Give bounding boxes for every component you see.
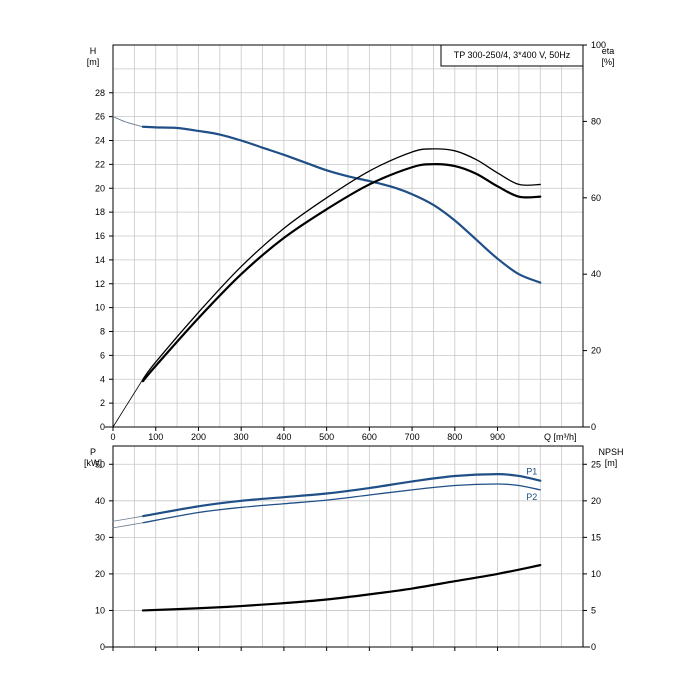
- npsh-tick-label: 5: [591, 605, 596, 615]
- head-tick-label: 2: [100, 398, 105, 408]
- head-tick-label: 14: [95, 255, 105, 265]
- eta-tick-label: 0: [591, 422, 596, 432]
- head-tick-label: 8: [100, 327, 105, 337]
- eta-axis-unit: [%]: [601, 57, 614, 67]
- power-axis-label: P: [90, 447, 96, 457]
- power-tick-label: 20: [95, 569, 105, 579]
- npsh-tick-label: 15: [591, 532, 601, 542]
- bottom-p2-extension-curve: [112, 522, 144, 529]
- power-tick-label: 10: [95, 605, 105, 615]
- top-efficiency-1-curve: [142, 148, 541, 380]
- top-chart-grid: [113, 45, 583, 427]
- npsh-tick-label: 0: [591, 642, 596, 652]
- x-tick-label: 900: [490, 432, 505, 442]
- npsh-axis-unit: [m]: [605, 458, 618, 468]
- chart-title: TP 300-250/4, 3*400 V, 50Hz: [454, 50, 571, 60]
- top-head-extension-curve: [112, 116, 144, 128]
- head-tick-label: 24: [95, 136, 105, 146]
- flow-axis-label: Q [m³/h]: [544, 432, 577, 442]
- head-tick-label: 20: [95, 183, 105, 193]
- eta-tick-label: 20: [591, 346, 601, 356]
- npsh-axis-label: NPSH: [598, 447, 623, 457]
- npsh-tick-label: 25: [591, 459, 601, 469]
- x-tick-label: 100: [148, 432, 163, 442]
- eta-tick-label: 60: [591, 193, 601, 203]
- bottom-p2-curve: [142, 483, 541, 524]
- curves: P1 P2: [112, 116, 542, 612]
- x-tick-label: 600: [362, 432, 377, 442]
- series-label-p2: P2: [526, 492, 537, 502]
- eta-tick-label: 100: [591, 40, 606, 50]
- power-tick-label: 50: [95, 459, 105, 469]
- top-efficiency-extension-curve: [112, 378, 144, 428]
- power-tick-label: 0: [100, 642, 105, 652]
- head-tick-label: 0: [100, 422, 105, 432]
- head-tick-label: 18: [95, 207, 105, 217]
- x-tick-label: 400: [276, 432, 291, 442]
- head-tick-label: 28: [95, 88, 105, 98]
- head-tick-label: 26: [95, 112, 105, 122]
- axis-ticks: 0 100 200 300 400 500 600 700 800 900024681012141…: [95, 40, 606, 652]
- head-axis-label: H: [90, 46, 97, 56]
- x-tick-label: 300: [234, 432, 249, 442]
- head-tick-label: 6: [100, 350, 105, 360]
- npsh-tick-label: 10: [591, 569, 601, 579]
- top-head-curve: [141, 125, 542, 284]
- title-box: [440, 44, 584, 67]
- head-tick-label: 22: [95, 159, 105, 169]
- bottom-p1-curve: [141, 473, 542, 518]
- head-tick-label: 4: [100, 374, 105, 384]
- power-axis-unit: [kW]: [84, 458, 102, 468]
- power-tick-label: 40: [95, 496, 105, 506]
- head-tick-label: 16: [95, 231, 105, 241]
- npsh-tick-label: 20: [591, 496, 601, 506]
- x-tick-label: 800: [447, 432, 462, 442]
- series-label-p1: P1: [526, 467, 537, 477]
- x-tick-label: 200: [191, 432, 206, 442]
- eta-axis-label: eta: [602, 46, 615, 56]
- bottom-p1-extension-curve: [112, 515, 144, 522]
- top-efficiency-2-curve: [141, 163, 542, 383]
- bottom-chart-grid: [113, 446, 583, 647]
- power-tick-label: 30: [95, 532, 105, 542]
- eta-tick-label: 80: [591, 116, 601, 126]
- head-axis-unit: [m]: [87, 57, 100, 67]
- x-tick-label: 500: [319, 432, 334, 442]
- eta-tick-label: 40: [591, 269, 601, 279]
- x-tick-label: 0: [110, 432, 115, 442]
- bottom-npsh-curve: [141, 564, 542, 612]
- head-tick-label: 12: [95, 279, 105, 289]
- x-tick-label: 700: [405, 432, 420, 442]
- head-tick-label: 10: [95, 303, 105, 313]
